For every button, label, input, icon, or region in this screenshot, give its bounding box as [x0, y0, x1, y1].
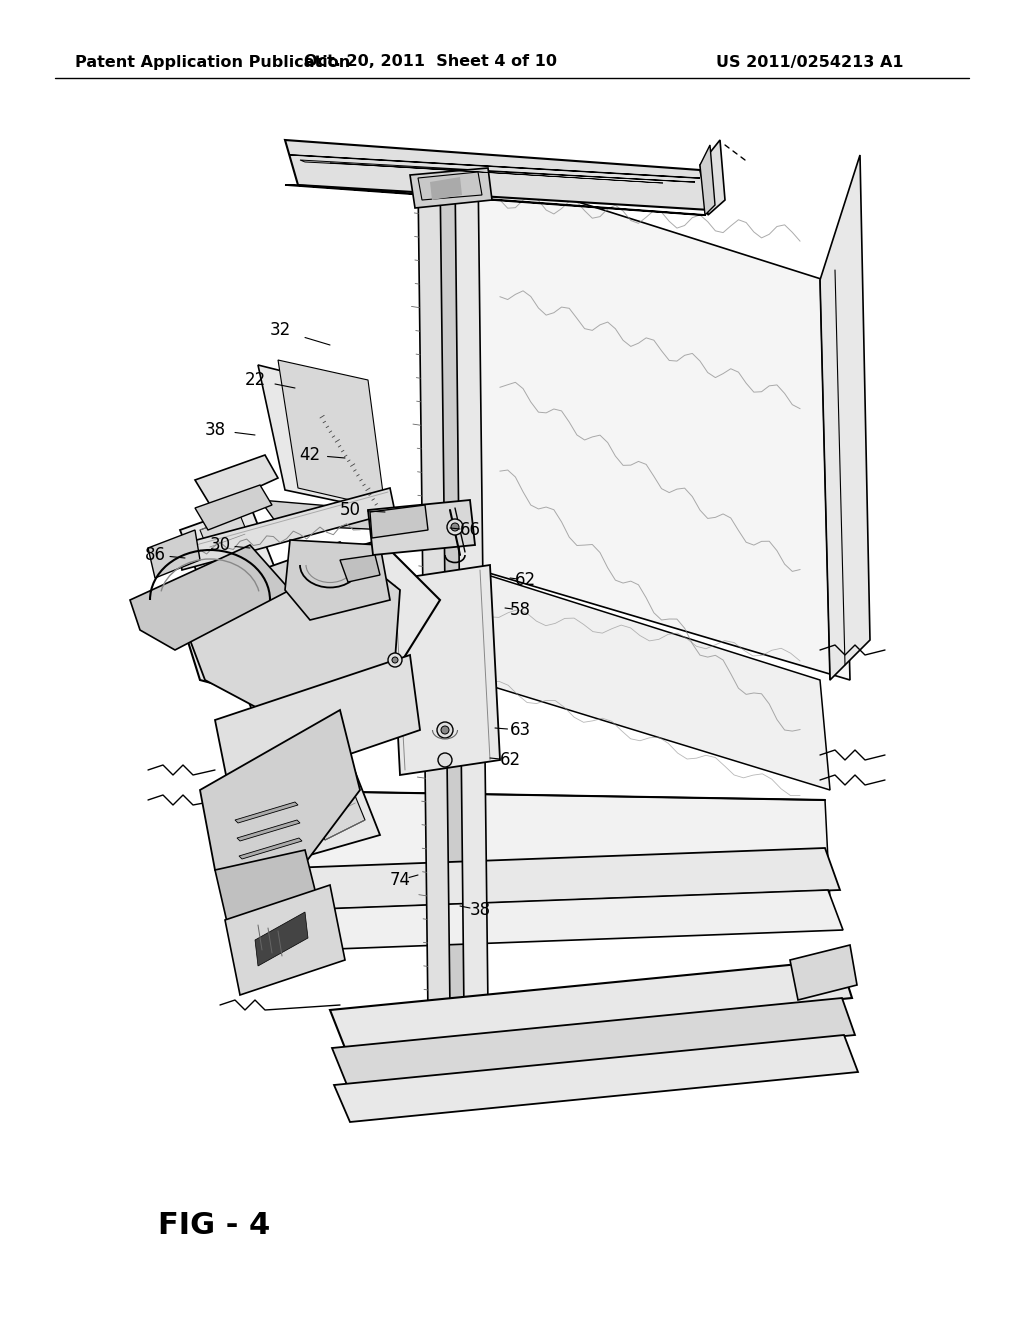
Polygon shape [234, 789, 830, 900]
Circle shape [447, 519, 463, 535]
Polygon shape [234, 847, 840, 912]
Polygon shape [700, 145, 715, 215]
Polygon shape [260, 500, 390, 531]
Text: FIG - 4: FIG - 4 [158, 1210, 270, 1239]
Text: 74: 74 [389, 871, 411, 888]
Circle shape [437, 722, 453, 738]
Polygon shape [130, 545, 290, 649]
Polygon shape [334, 1035, 858, 1122]
Polygon shape [418, 172, 482, 201]
Polygon shape [255, 912, 308, 966]
Polygon shape [178, 488, 395, 570]
Polygon shape [440, 168, 464, 1010]
Text: 50: 50 [340, 502, 360, 519]
Polygon shape [418, 172, 450, 1015]
Polygon shape [370, 506, 428, 539]
Polygon shape [410, 168, 492, 209]
Polygon shape [215, 655, 420, 795]
Text: Oct. 20, 2011  Sheet 4 of 10: Oct. 20, 2011 Sheet 4 of 10 [303, 54, 556, 70]
Polygon shape [285, 140, 710, 210]
Text: 42: 42 [299, 446, 321, 465]
Polygon shape [330, 960, 852, 1048]
Text: 32: 32 [269, 321, 291, 339]
Polygon shape [340, 554, 380, 582]
Polygon shape [390, 565, 500, 775]
Text: 38: 38 [469, 902, 490, 919]
Text: 58: 58 [510, 601, 530, 619]
Polygon shape [300, 160, 695, 182]
Polygon shape [180, 506, 380, 855]
Polygon shape [330, 162, 663, 183]
Polygon shape [440, 560, 830, 789]
Polygon shape [455, 168, 488, 1012]
Polygon shape [285, 185, 706, 215]
Polygon shape [195, 484, 272, 531]
Polygon shape [790, 945, 857, 1001]
Polygon shape [238, 890, 843, 952]
Polygon shape [430, 177, 462, 201]
Polygon shape [225, 884, 345, 995]
Text: 66: 66 [460, 521, 480, 539]
Text: US 2011/0254213 A1: US 2011/0254213 A1 [716, 54, 904, 70]
Text: 22: 22 [245, 371, 265, 389]
Circle shape [441, 726, 449, 734]
Polygon shape [285, 540, 390, 620]
Polygon shape [258, 366, 380, 510]
Text: 63: 63 [509, 721, 530, 739]
Polygon shape [195, 455, 278, 508]
Text: Patent Application Publication: Patent Application Publication [75, 54, 350, 70]
Text: 86: 86 [144, 546, 166, 564]
Text: 62: 62 [514, 572, 536, 589]
Polygon shape [200, 710, 360, 870]
Polygon shape [430, 154, 850, 680]
Text: 30: 30 [210, 536, 230, 554]
Circle shape [451, 523, 459, 531]
Polygon shape [175, 540, 440, 719]
Polygon shape [239, 838, 302, 859]
Polygon shape [278, 360, 385, 508]
Polygon shape [368, 500, 475, 554]
Polygon shape [332, 998, 855, 1085]
Circle shape [438, 752, 452, 767]
Polygon shape [200, 515, 365, 840]
Polygon shape [234, 803, 298, 822]
Circle shape [392, 657, 398, 663]
Polygon shape [237, 820, 300, 841]
Polygon shape [700, 140, 725, 215]
Polygon shape [290, 154, 700, 178]
Polygon shape [820, 154, 870, 680]
Text: 62: 62 [500, 751, 520, 770]
Polygon shape [215, 850, 319, 935]
Circle shape [388, 653, 402, 667]
Polygon shape [148, 531, 200, 578]
Text: 38: 38 [205, 421, 225, 440]
Polygon shape [175, 543, 400, 719]
